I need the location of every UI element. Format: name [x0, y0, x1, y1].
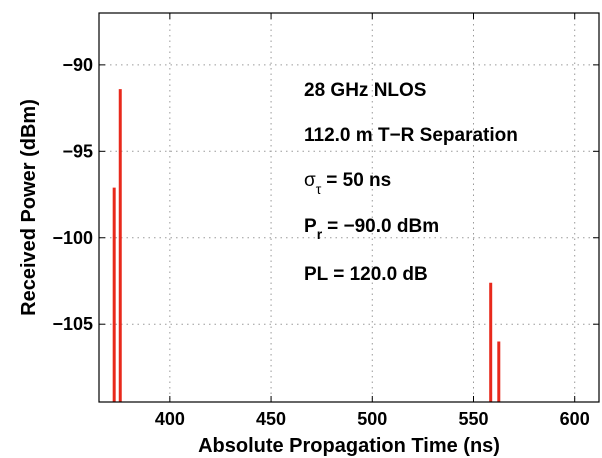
ticks: 400 450 500 550 600 −90 −95 −100 −105 — [52, 13, 599, 429]
y-tick-label: −95 — [62, 141, 93, 161]
x-tick-label: 550 — [458, 409, 488, 429]
plot-frame — [98, 12, 600, 403]
y-tick-label: −100 — [52, 228, 93, 248]
y-tick-label: −90 — [62, 55, 93, 75]
x-axis-label: Absolute Propagation Time (ns) — [198, 435, 500, 457]
x-tick-label: 600 — [560, 409, 590, 429]
grid-lines — [99, 13, 599, 402]
x-tick-label: 500 — [357, 409, 387, 429]
annotation-path-loss: PL = 120.0 dB — [304, 264, 428, 285]
y-tick-label: −105 — [52, 314, 93, 334]
p-symbol: P — [304, 216, 317, 237]
received-power-value: = −90.0 dBm — [327, 216, 439, 237]
sigma-symbol: σ — [304, 170, 316, 191]
bars — [112, 89, 501, 402]
annotation-frequency: 28 GHz NLOS — [304, 80, 426, 101]
rms-delay-value: = 50 ns — [326, 170, 391, 191]
tau-subscript: τ — [316, 181, 322, 197]
y-axis-label: Received Power (dBm) — [18, 99, 40, 316]
annotation-block: 28 GHz NLOS 112.0 m T−R Separation στ = 5… — [304, 80, 518, 285]
x-tick-label: 450 — [256, 409, 286, 429]
r-subscript: r — [317, 226, 323, 242]
annotation-separation: 112.0 m T−R Separation — [304, 125, 518, 146]
annotation-received-power: Pr = −90.0 dBm — [304, 216, 439, 242]
x-tick-label: 400 — [155, 409, 185, 429]
annotation-rms-delay: στ = 50 ns — [304, 170, 391, 197]
